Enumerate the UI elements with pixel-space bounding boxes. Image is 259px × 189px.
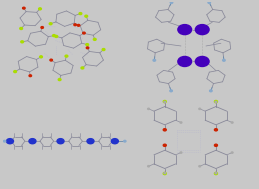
Circle shape	[180, 122, 182, 123]
Circle shape	[102, 49, 105, 50]
Circle shape	[29, 75, 32, 77]
Circle shape	[41, 27, 44, 28]
Circle shape	[49, 23, 52, 25]
Circle shape	[170, 90, 172, 92]
Circle shape	[199, 166, 201, 167]
Circle shape	[93, 38, 96, 40]
Circle shape	[163, 129, 166, 131]
Circle shape	[77, 24, 80, 26]
Circle shape	[223, 59, 225, 61]
Circle shape	[55, 35, 58, 37]
Circle shape	[83, 32, 85, 34]
Circle shape	[210, 90, 212, 92]
Circle shape	[164, 172, 166, 174]
Circle shape	[195, 57, 209, 67]
Circle shape	[215, 129, 217, 130]
Circle shape	[215, 101, 217, 103]
Circle shape	[231, 152, 233, 153]
Circle shape	[199, 108, 201, 109]
Circle shape	[53, 35, 55, 37]
Circle shape	[79, 13, 82, 15]
Circle shape	[3, 140, 6, 142]
Circle shape	[124, 140, 126, 142]
Circle shape	[29, 139, 36, 144]
Circle shape	[214, 101, 218, 103]
Circle shape	[50, 59, 53, 61]
Circle shape	[178, 25, 192, 35]
Circle shape	[81, 67, 84, 69]
Circle shape	[57, 139, 64, 144]
Circle shape	[214, 129, 218, 131]
Circle shape	[208, 2, 211, 3]
Circle shape	[153, 59, 156, 61]
Circle shape	[163, 101, 166, 103]
Circle shape	[21, 41, 24, 43]
Circle shape	[163, 172, 166, 175]
Circle shape	[180, 152, 182, 153]
Circle shape	[164, 129, 166, 130]
Circle shape	[163, 144, 166, 146]
Circle shape	[6, 139, 13, 144]
Circle shape	[86, 47, 89, 49]
Circle shape	[195, 25, 209, 35]
Circle shape	[178, 57, 192, 67]
Circle shape	[85, 15, 88, 17]
Circle shape	[111, 139, 118, 144]
Circle shape	[87, 139, 94, 144]
Circle shape	[215, 145, 217, 146]
Circle shape	[40, 56, 42, 58]
Circle shape	[214, 144, 218, 146]
Circle shape	[231, 122, 233, 123]
Circle shape	[170, 2, 173, 3]
Circle shape	[148, 108, 149, 109]
Circle shape	[164, 101, 166, 103]
Circle shape	[215, 172, 217, 174]
Circle shape	[86, 44, 89, 46]
Circle shape	[39, 8, 41, 10]
Circle shape	[14, 71, 17, 73]
Circle shape	[58, 79, 61, 81]
Circle shape	[23, 7, 25, 9]
Circle shape	[214, 172, 218, 175]
Circle shape	[74, 24, 76, 26]
Circle shape	[20, 27, 23, 29]
Circle shape	[148, 166, 149, 167]
Circle shape	[65, 55, 68, 57]
Circle shape	[164, 145, 166, 146]
